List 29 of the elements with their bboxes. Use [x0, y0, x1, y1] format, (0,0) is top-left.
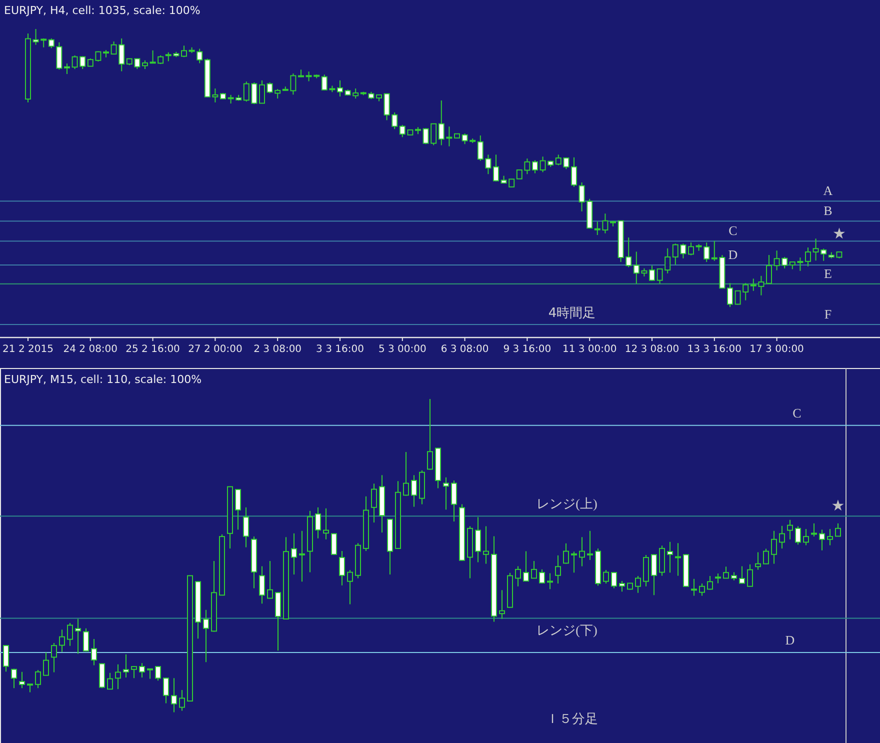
ref-line-label: F [824, 306, 832, 322]
x-tick-label: 5 3 00:00 [378, 344, 426, 355]
ref-line-label: E [824, 266, 832, 281]
annotation: 4時間足 [548, 306, 596, 321]
x-tick-label: 6 3 08:00 [440, 344, 489, 355]
x-tick-label: 27 2 00:00 [188, 344, 242, 355]
ref-line-label: レンジ(上) [536, 496, 598, 512]
ref-line-label: C [728, 223, 738, 238]
chart-title: EURJPY, M15, cell: 110, scale: 100% [4, 373, 202, 386]
x-tick-label: 21 2 2015 [2, 344, 54, 355]
x-tick-label: 11 3 00:00 [562, 344, 617, 355]
ref-line-label: A [823, 183, 834, 198]
x-tick-label: 17 3 00:00 [750, 344, 804, 355]
chart-title: EURJPY, H4, cell: 1035, scale: 100% [4, 4, 200, 17]
x-tick-label: 12 3 08:00 [624, 344, 680, 355]
ref-line-label: C [792, 405, 802, 420]
x-tick-label: 25 2 16:00 [126, 344, 180, 355]
ref-line-label: レンジ(下) [536, 622, 598, 638]
x-tick-label: 24 2 08:00 [63, 344, 118, 355]
annotation: ★ [832, 224, 846, 243]
ref-line-label: D [728, 247, 738, 262]
x-tick-label: 13 3 16:00 [687, 344, 742, 355]
x-tick-label: 9 3 16:00 [503, 344, 552, 355]
x-tick-label: 3 3 16:00 [316, 344, 364, 355]
annotation: ★ [831, 496, 845, 514]
ref-line-label: B [824, 203, 833, 218]
ref-line-label: D [785, 632, 795, 648]
annotation: Ｉ５分足 [546, 712, 598, 727]
x-tick-label: 2 3 08:00 [254, 344, 302, 355]
